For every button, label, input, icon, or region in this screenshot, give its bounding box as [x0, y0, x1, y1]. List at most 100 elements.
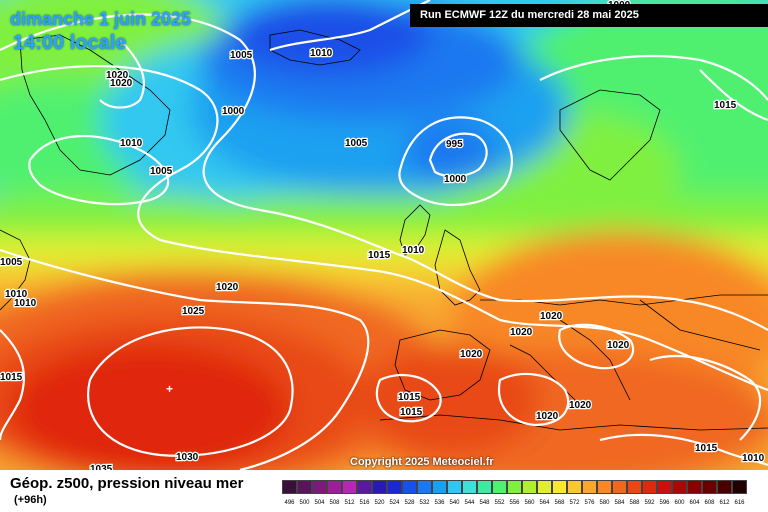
isobar-label: 1035: [90, 464, 113, 470]
legend-value: 560: [524, 500, 535, 506]
isobar-label: 1025: [182, 306, 205, 317]
legend-swatch: [507, 480, 522, 494]
color-scale: [282, 480, 747, 494]
isobar-label: 1020: [510, 327, 533, 338]
legend-swatch: [522, 480, 537, 494]
legend-value: 512: [344, 500, 355, 506]
isobar-label: 1020: [540, 311, 563, 322]
legend-swatch: [342, 480, 357, 494]
legend-value: 572: [569, 500, 580, 506]
isobar-label: 1005: [230, 50, 253, 61]
isobar-label: 1015: [398, 392, 421, 403]
legend-value: 516: [359, 500, 370, 506]
isobar-label: 1010: [120, 138, 143, 149]
legend-swatch: [687, 480, 702, 494]
isobar-label: 995: [446, 139, 463, 150]
legend-swatch: [447, 480, 462, 494]
isobar-label: 1015: [714, 100, 737, 111]
legend-value: 552: [494, 500, 505, 506]
legend-value: 584: [614, 500, 625, 506]
isobar-label: 1005: [150, 166, 173, 177]
isobar-label: 1030: [176, 452, 199, 463]
legend-value: 580: [599, 500, 610, 506]
legend-value: 612: [719, 500, 730, 506]
legend-swatch: [657, 480, 672, 494]
legend-value: 616: [734, 500, 745, 506]
legend-value: 540: [449, 500, 460, 506]
isobar-label: 1020: [106, 70, 129, 81]
isobar-label: 1015: [400, 407, 423, 418]
legend-swatch: [477, 480, 492, 494]
isobars: [0, 0, 768, 470]
isobar-label: 1000: [444, 174, 467, 185]
legend-swatch: [357, 480, 372, 494]
isobar-label: 1010: [14, 298, 37, 309]
legend-swatch: [402, 480, 417, 494]
isobar-label: 1010: [5, 289, 28, 300]
legend-swatch: [432, 480, 447, 494]
isobar-label: 1020: [460, 349, 483, 360]
legend-footer: Géop. z500, pression niveau mer (+96h) 4…: [0, 470, 768, 512]
geopotential-field: [0, 0, 768, 470]
legend-swatch: [672, 480, 687, 494]
weather-map: 1020 1020 1005 1010 1000 1010 1005 1005 …: [0, 0, 768, 470]
high-pressure-marker: +: [166, 382, 173, 396]
legend-swatch: [297, 480, 312, 494]
isobar-label: 1020: [536, 411, 559, 422]
legend-swatch: [462, 480, 477, 494]
isobar-label: 1020: [569, 400, 592, 411]
legend-swatch: [702, 480, 717, 494]
legend-swatch: [717, 480, 732, 494]
legend-value: 596: [659, 500, 670, 506]
legend-swatch: [732, 480, 747, 494]
legend-value: 592: [644, 500, 655, 506]
legend-value: 556: [509, 500, 520, 506]
copyright-notice: Copyright 2025 Meteociel.fr: [350, 456, 494, 468]
color-scale-labels: 496 500 504 508 512 516 520 524 528 532 536 540 544 5…: [282, 500, 747, 506]
legend-swatch: [567, 480, 582, 494]
legend-swatch: [387, 480, 402, 494]
legend-value: 548: [479, 500, 490, 506]
legend-value: 508: [329, 500, 340, 506]
legend-swatch: [627, 480, 642, 494]
legend-swatch: [417, 480, 432, 494]
isobar-label: 1005: [345, 138, 368, 149]
legend-swatch: [492, 480, 507, 494]
map-canvas: 1020 1020 1005 1010 1000 1010 1005 1005 …: [0, 0, 768, 470]
isobar-label: 1010: [310, 48, 333, 59]
isobar-label: 1020: [216, 282, 239, 293]
legend-value: 600: [674, 500, 685, 506]
legend-swatch: [537, 480, 552, 494]
legend-value: 568: [554, 500, 565, 506]
legend-value: 528: [404, 500, 415, 506]
legend-swatch: [612, 480, 627, 494]
isobar-label: 1010: [742, 453, 765, 464]
isobar-label: 1015: [368, 250, 391, 261]
run-info-banner: Run ECMWF 12Z du mercredi 28 mai 2025: [410, 4, 768, 27]
legend-value: 524: [389, 500, 400, 506]
isobar-label: 1000: [222, 106, 245, 117]
isobar-label: 1010: [402, 245, 425, 256]
legend-swatch: [282, 480, 297, 494]
isobar-label: 1020: [607, 340, 630, 351]
legend-value: 604: [689, 500, 700, 506]
legend-value: 536: [434, 500, 445, 506]
legend-value: 544: [464, 500, 475, 506]
legend-swatch: [642, 480, 657, 494]
map-title: Géop. z500, pression niveau mer: [10, 475, 244, 492]
legend-value: 520: [374, 500, 385, 506]
isobar-label: 1015: [695, 443, 718, 454]
legend-value: 576: [584, 500, 595, 506]
isobar-label: 1005: [0, 257, 23, 268]
isobar-label: 1020: [110, 78, 133, 89]
legend-value: 500: [299, 500, 310, 506]
legend-swatch: [582, 480, 597, 494]
legend-value: 496: [284, 500, 295, 506]
legend-swatch: [597, 480, 612, 494]
legend-value: 608: [704, 500, 715, 506]
legend-swatch: [552, 480, 567, 494]
legend-swatch: [372, 480, 387, 494]
legend-value: 532: [419, 500, 430, 506]
legend-swatch: [327, 480, 342, 494]
legend-swatch: [312, 480, 327, 494]
